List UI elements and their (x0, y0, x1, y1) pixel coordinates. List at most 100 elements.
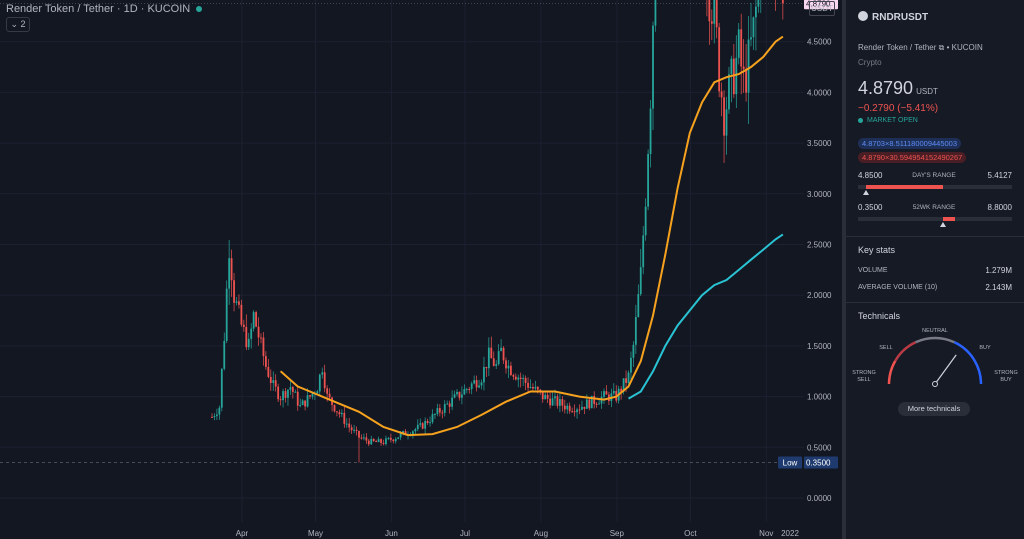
candle-body (649, 108, 652, 155)
candle-body (424, 420, 427, 429)
candle-body (642, 235, 645, 268)
price-tick-label: 1.0000 (807, 393, 832, 402)
candle-body (630, 357, 632, 373)
chart-header: Render Token / Tether · 1D · KUCOIN (6, 3, 203, 15)
candle-body (644, 206, 647, 236)
candle-body (419, 423, 422, 425)
section-divider (846, 302, 1024, 303)
candle-body (485, 366, 488, 369)
candle-body (345, 423, 348, 425)
candle-body (510, 365, 512, 376)
candle-body (527, 382, 529, 388)
candle-body (350, 427, 353, 431)
candle-body (475, 380, 478, 388)
exchange-name[interactable]: KUCOIN (951, 43, 983, 52)
candle-body (737, 29, 740, 58)
currency-tag[interactable]: USDT (809, 1, 835, 16)
candle-body (255, 312, 257, 327)
technicals-gauge[interactable] (846, 322, 1024, 402)
candle-body (730, 58, 733, 75)
volume-value: 1.279M (985, 266, 1012, 275)
candle-body (240, 304, 243, 325)
candle-body (519, 377, 522, 379)
gauge-needle (934, 354, 957, 385)
candle-body (566, 405, 569, 410)
days-range-marker (862, 190, 869, 195)
last-price-badge-bg (804, 0, 838, 10)
moving-average-teal (628, 233, 784, 400)
candle-body (392, 439, 395, 442)
candle-body (625, 378, 627, 383)
candle-body (360, 437, 363, 439)
candle-body (549, 398, 551, 406)
candle-body (483, 366, 485, 383)
gauge-strong-buy-label: STRONG BUY (992, 370, 1020, 384)
gauge-sell-label: SELL (879, 345, 893, 351)
candle-body (522, 377, 525, 379)
candle-body (372, 438, 375, 442)
candle-body (451, 397, 453, 407)
gauge-needle-pivot (932, 381, 938, 387)
gauge-arc-segment (887, 360, 897, 385)
candle-body (431, 414, 434, 423)
external-link-icon[interactable]: ⧉ (938, 43, 945, 52)
last-price: 4.8790 USDT (858, 78, 938, 99)
candle-body (448, 403, 451, 407)
candle-body (404, 431, 407, 436)
gauge-strong-sell-line1: STRONG (852, 370, 876, 376)
candle-body (265, 356, 267, 367)
gauge-arc-segment (894, 341, 917, 362)
candle-body (536, 386, 539, 390)
candle-body (573, 411, 576, 413)
candle-body (634, 316, 637, 345)
candle-body (453, 394, 456, 398)
candle-body (502, 347, 505, 361)
candle-body (468, 388, 471, 390)
candle-body (211, 416, 213, 418)
candle-body (563, 405, 566, 410)
candle-body (363, 437, 365, 439)
time-axis-label: Oct (684, 529, 697, 538)
candle-body (571, 411, 574, 413)
symbol-ticker[interactable]: RNDRUSDT (872, 12, 929, 23)
candle-body (250, 328, 253, 339)
more-technicals-button[interactable]: More technicals (898, 402, 970, 416)
price-chart[interactable]: AprMayJunJulAugSepOctNovDec2022HighLow (0, 0, 804, 539)
candle-body (355, 429, 358, 431)
panel-divider[interactable] (842, 0, 846, 539)
candle-body (463, 389, 466, 395)
candle-body (556, 396, 559, 406)
candle-body (282, 391, 284, 401)
chart-pane[interactable]: AprMayJunJulAugSepOctNovDec2022HighLow R… (0, 0, 804, 539)
candle-body (412, 431, 414, 435)
candle-body (377, 439, 380, 443)
candle-body (500, 347, 502, 352)
candle-body (757, 0, 760, 7)
avg-volume-value: 2.143M (985, 283, 1012, 292)
avg-volume-label: AVERAGE VOLUME (10) (858, 284, 938, 291)
candle-body (585, 399, 588, 409)
candle-body (505, 360, 507, 369)
wk52-range-bar (858, 217, 1012, 221)
price-scale[interactable]: 4.5000 4.0000 3.5000 3.0000 2.5000 2.0000 1.50… (804, 0, 842, 539)
candle-body (718, 27, 721, 92)
candle-body (480, 382, 483, 386)
candle-body (242, 324, 245, 327)
key-stats-title: Key stats (858, 245, 896, 255)
candle-body (367, 440, 370, 445)
candle-body (725, 109, 728, 136)
price-tick-label: 0.5000 (807, 443, 832, 452)
candle-body (723, 97, 725, 136)
collapse-indicators-button[interactable]: ⌄ 2 (6, 17, 30, 32)
candle-body (612, 390, 615, 394)
symbol-name[interactable]: Render Token / Tether (858, 43, 937, 52)
candle-body (375, 441, 378, 443)
candle-body (456, 391, 458, 395)
candle-body (507, 365, 510, 369)
candle-body (299, 404, 302, 406)
time-axis-label: Jul (460, 529, 470, 538)
candle-body (490, 347, 493, 359)
low-tag-bg (778, 456, 802, 469)
candle-body (333, 404, 336, 412)
candle-body (620, 388, 623, 392)
